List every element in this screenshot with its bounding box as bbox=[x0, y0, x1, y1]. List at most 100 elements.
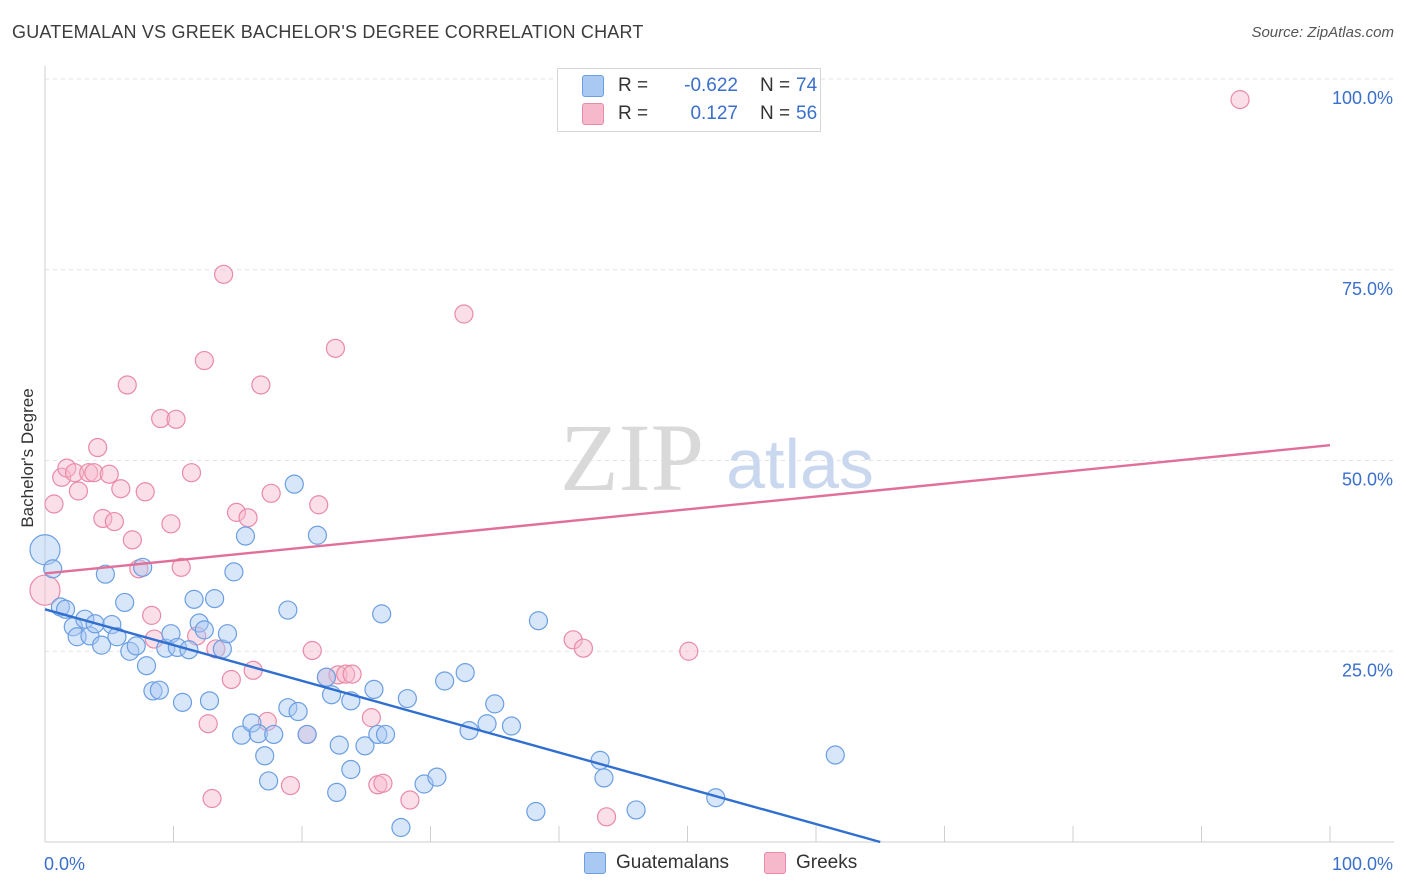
data-point-guatemalans bbox=[485, 694, 505, 714]
chart-title: GUATEMALAN VS GREEK BACHELOR'S DEGREE CO… bbox=[12, 22, 644, 42]
data-point-guatemalans bbox=[199, 691, 220, 711]
data-point-greeks bbox=[84, 463, 104, 483]
data-point-guatemalans bbox=[194, 620, 214, 640]
watermark: ZIP atlas bbox=[560, 404, 874, 511]
legend-swatch-greeks bbox=[582, 103, 604, 125]
data-point-guatemalans bbox=[248, 724, 268, 744]
y-tick-label: 50.0% bbox=[1342, 470, 1393, 490]
data-point-greeks bbox=[151, 408, 171, 429]
data-point-greeks bbox=[214, 264, 234, 284]
data-point-greeks bbox=[171, 557, 191, 577]
data-point-guatemalans bbox=[172, 692, 193, 712]
data-point-greeks bbox=[122, 530, 142, 550]
data-point-guatemalans bbox=[217, 624, 238, 644]
series-name-greeks: Greeks bbox=[796, 852, 858, 873]
tick-labels: 25.0% 50.0% 75.0% 100.0% 0.0% 100.0% bbox=[44, 88, 1393, 874]
data-point-greeks bbox=[454, 304, 474, 324]
data-point-guatemalans bbox=[825, 745, 845, 765]
x-tick-label: 100.0% bbox=[1332, 854, 1393, 874]
data-point-greeks bbox=[243, 660, 263, 680]
legend-n-value: 74 bbox=[796, 75, 818, 96]
legend-swatch-guatemalans bbox=[582, 75, 604, 97]
data-point-guatemalans bbox=[341, 759, 361, 780]
data-point-greeks bbox=[88, 437, 108, 458]
data-point-greeks bbox=[93, 508, 113, 529]
x-tick-label: 0.0% bbox=[44, 854, 85, 874]
data-point-greeks bbox=[302, 640, 322, 661]
data-point-guatemalans bbox=[594, 768, 614, 788]
data-point-guatemalans bbox=[120, 641, 140, 661]
data-point-guatemalans bbox=[427, 767, 447, 787]
data-point-guatemalans bbox=[284, 474, 304, 494]
y-tick-label: 25.0% bbox=[1342, 660, 1393, 680]
series-swatch-guatemalans bbox=[584, 852, 606, 874]
data-point-greeks bbox=[111, 479, 131, 499]
series-legend-guatemalans: Guatemalans bbox=[584, 852, 729, 874]
data-point-greeks bbox=[194, 350, 214, 371]
data-point-guatemalans bbox=[368, 724, 388, 745]
data-point-guatemalans bbox=[372, 604, 392, 624]
data-point-guatemalans bbox=[205, 589, 225, 609]
data-point-greeks bbox=[44, 494, 64, 514]
data-point-greeks bbox=[342, 664, 362, 684]
data-point-greeks bbox=[361, 708, 381, 728]
data-point-greeks bbox=[336, 664, 356, 684]
legend-n-value: 56 bbox=[796, 103, 818, 124]
data-point-greeks bbox=[79, 463, 99, 483]
data-point-greeks bbox=[373, 773, 393, 793]
data-point-guatemalans bbox=[327, 782, 347, 803]
series-legend-greeks: Greeks bbox=[764, 852, 857, 874]
data-point-greeks bbox=[142, 605, 162, 625]
data-point-guatemalans bbox=[184, 589, 204, 609]
data-point-greeks bbox=[238, 508, 258, 528]
data-point-guatemalans bbox=[316, 667, 337, 687]
data-point-guatemalans bbox=[526, 801, 546, 822]
data-point-guatemalans bbox=[297, 724, 317, 745]
data-point-greeks bbox=[117, 375, 137, 395]
data-point-greeks bbox=[400, 790, 420, 810]
trend-lines bbox=[44, 444, 1331, 844]
data-point-greeks bbox=[181, 463, 202, 483]
data-point-greeks bbox=[99, 464, 119, 484]
data-point-guatemalans bbox=[224, 562, 244, 582]
data-point-greeks bbox=[679, 641, 699, 661]
data-point-guatemalans bbox=[242, 713, 262, 733]
legend-n-label: N = bbox=[760, 103, 791, 124]
data-point-greeks bbox=[104, 511, 124, 532]
data-point-greeks bbox=[166, 409, 186, 429]
data-point-guatemalans bbox=[391, 817, 411, 838]
data-point-guatemalans bbox=[136, 656, 157, 676]
legend-n-label: N = bbox=[760, 75, 791, 96]
data-point-greeks bbox=[202, 788, 222, 809]
trend-line-guatemalans bbox=[44, 608, 881, 844]
legend-r-value: 0.127 bbox=[690, 103, 738, 124]
legend-row-guatemalans: R = -0.622 N = 74 bbox=[582, 73, 817, 99]
data-point-guatemalans bbox=[375, 724, 396, 745]
data-point-greeks bbox=[261, 483, 281, 503]
watermark-zip: ZIP bbox=[560, 404, 704, 511]
data-point-guatemalans bbox=[235, 526, 256, 546]
data-point-guatemalans bbox=[278, 698, 298, 718]
data-point-guatemalans bbox=[288, 701, 308, 722]
legend-row-greeks: R = 0.127 N = 56 bbox=[582, 101, 817, 127]
y-tick-label: 75.0% bbox=[1342, 279, 1393, 299]
series-name-guatemalans: Guatemalans bbox=[616, 852, 730, 873]
source-credit: Source: ZipAtlas.com bbox=[1251, 24, 1394, 41]
data-point-guatemalans bbox=[115, 592, 135, 613]
data-point-guatemalans bbox=[459, 721, 479, 741]
data-point-greeks bbox=[68, 481, 89, 501]
data-point-greeks bbox=[198, 714, 218, 734]
data-point-guatemalans bbox=[278, 600, 298, 620]
data-point-guatemalans bbox=[107, 627, 127, 647]
data-point-guatemalans bbox=[232, 725, 252, 745]
data-point-guatemalans bbox=[397, 688, 417, 709]
legend-r-value: -0.622 bbox=[684, 75, 738, 96]
axes bbox=[44, 66, 1394, 843]
legend-r-label: R = bbox=[618, 75, 649, 96]
data-point-guatemalans bbox=[528, 611, 549, 631]
data-point-greeks bbox=[1230, 90, 1250, 110]
data-point-greeks bbox=[226, 502, 247, 522]
legend-r-label: R = bbox=[618, 103, 649, 124]
data-point-greeks bbox=[135, 482, 155, 502]
